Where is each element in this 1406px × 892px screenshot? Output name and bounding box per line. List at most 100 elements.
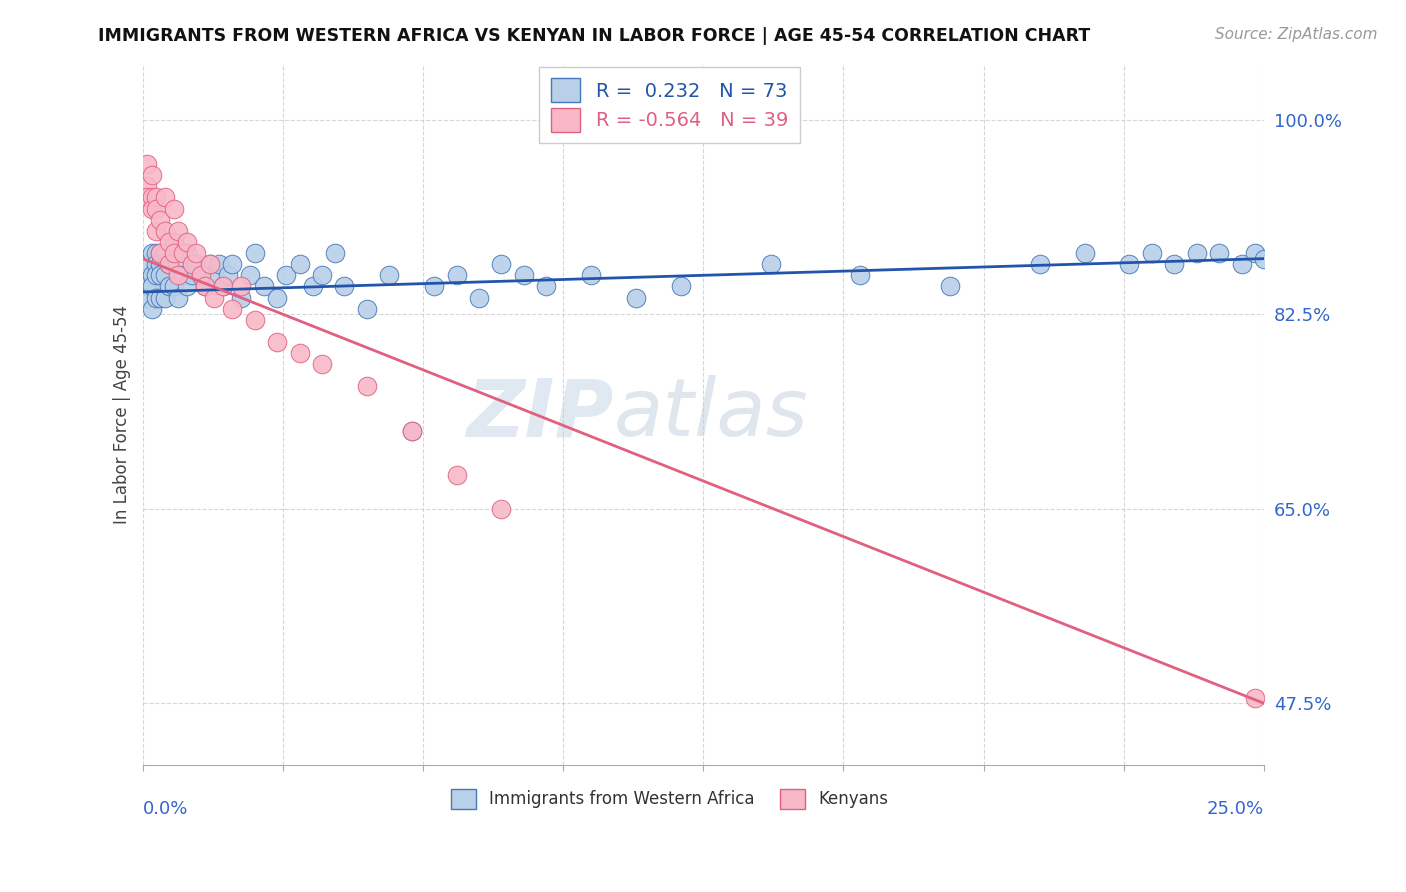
Text: 0.0%: 0.0% [142,800,188,818]
Point [145,246,167,260]
Point [1029,257,1052,271]
Point [288,257,311,271]
Point [190,268,212,283]
Point [176,246,198,260]
Point [198,257,221,271]
Point [167,257,190,271]
Point [253,279,276,293]
Point [153,224,176,238]
Point [849,268,872,283]
Point [176,235,198,249]
Point [221,257,243,271]
Point [288,346,311,360]
Point [468,291,491,305]
Point [159,235,181,249]
Point [212,279,235,293]
Point [302,279,325,293]
Point [141,301,163,316]
Point [491,257,513,271]
Point [624,291,647,305]
Point [172,268,194,283]
Point [378,268,401,283]
Point [163,235,186,249]
Point [208,257,231,271]
Point [217,268,239,283]
Point [401,424,423,438]
Point [491,501,513,516]
Point [1185,246,1208,260]
Point [194,279,217,293]
Point [149,268,172,283]
Point [136,291,159,305]
Point [401,424,423,438]
Point [231,291,253,305]
Point [172,246,194,260]
Point [446,268,468,283]
Point [1253,252,1275,266]
Point [153,291,176,305]
Text: IMMIGRANTS FROM WESTERN AFRICA VS KENYAN IN LABOR FORCE | AGE 45-54 CORRELATION : IMMIGRANTS FROM WESTERN AFRICA VS KENYAN… [98,27,1091,45]
Point [153,246,176,260]
Point [274,268,297,283]
Point [176,279,198,293]
Point [186,246,208,260]
Point [163,279,186,293]
Point [141,202,163,216]
Point [149,257,172,271]
Point [266,334,288,349]
Point [149,246,172,260]
Point [759,257,782,271]
Point [333,279,356,293]
Point [180,257,202,271]
Point [141,268,163,283]
Point [1140,246,1163,260]
Point [356,301,378,316]
Point [145,190,167,204]
Point [356,379,378,393]
Point [136,190,159,204]
Point [186,257,208,271]
Point [136,157,159,171]
Point [212,279,235,293]
Point [159,257,181,271]
Point [149,246,172,260]
Point [325,246,347,260]
Point [149,212,172,227]
Point [141,190,163,204]
Point [202,268,225,283]
Point [1244,246,1267,260]
Point [145,202,167,216]
Point [536,279,558,293]
Text: ZIP: ZIP [467,376,613,453]
Point [167,268,190,283]
Point [1163,257,1185,271]
Point [153,190,176,204]
Point [141,168,163,182]
Point [136,279,159,293]
Text: 25.0%: 25.0% [1206,800,1264,818]
Point [136,179,159,194]
Point [145,268,167,283]
Point [311,268,333,283]
Point [163,246,186,260]
Point [145,224,167,238]
Text: atlas: atlas [613,376,808,453]
Point [311,357,333,371]
Point [1244,690,1267,705]
Point [423,279,446,293]
Point [149,291,172,305]
Point [167,224,190,238]
Point [198,257,221,271]
Point [243,312,266,326]
Point [136,257,159,271]
Point [239,268,262,283]
Point [159,257,181,271]
Point [202,291,225,305]
Point [163,202,186,216]
Point [1073,246,1095,260]
Y-axis label: In Labor Force | Age 45-54: In Labor Force | Age 45-54 [114,305,131,524]
Text: Source: ZipAtlas.com: Source: ZipAtlas.com [1215,27,1378,42]
Point [141,279,163,293]
Point [446,468,468,483]
Point [159,279,181,293]
